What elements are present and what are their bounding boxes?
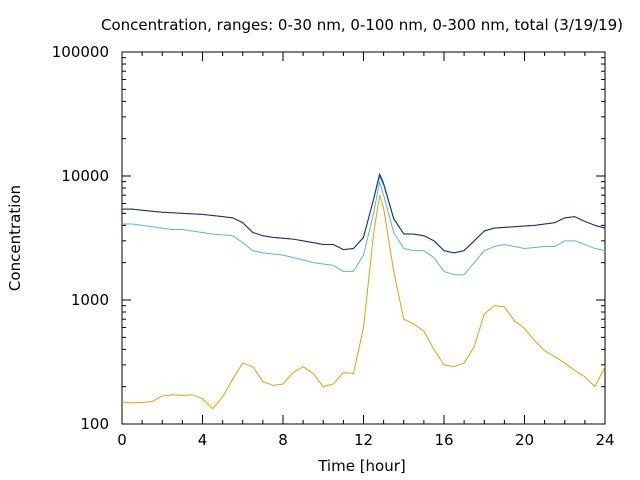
x-tick-label: 8 xyxy=(278,431,288,449)
x-tick-label: 4 xyxy=(198,431,208,449)
chart-title: Concentration, ranges: 0-30 nm, 0-100 nm… xyxy=(101,16,623,34)
x-axis-label: Time [hour] xyxy=(317,457,406,475)
y-tick-label: 100000 xyxy=(52,43,109,61)
x-tick-label: 20 xyxy=(515,431,534,449)
axis-ticks: 0 4 8 12 16 20 24 100 1000 10000 100000 xyxy=(52,43,615,449)
series-group xyxy=(121,173,606,410)
x-tick-label: 0 xyxy=(117,431,127,449)
series-line-2 xyxy=(122,181,606,276)
x-tick-label: 24 xyxy=(595,431,614,449)
y-tick-label: 1000 xyxy=(71,291,109,309)
y-tick-label: 100 xyxy=(80,415,109,433)
x-tick-label: 12 xyxy=(354,431,373,449)
series-line-4 xyxy=(122,173,606,254)
x-tick-label: 16 xyxy=(434,431,453,449)
y-axis-label: Concentration xyxy=(6,185,24,291)
y-tick-label: 10000 xyxy=(61,167,109,185)
series-line-1 xyxy=(121,194,606,410)
